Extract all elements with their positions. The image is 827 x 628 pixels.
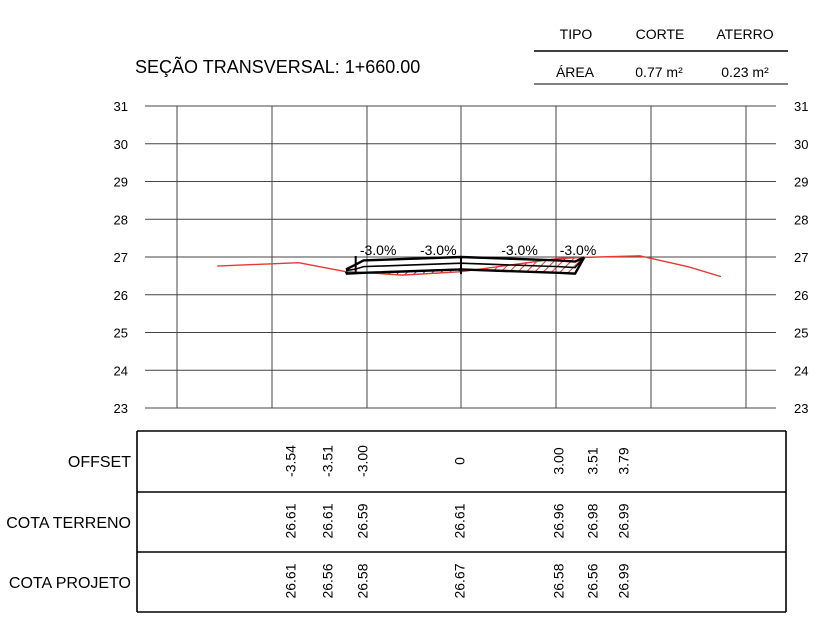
- y-tick-right-24: 24: [794, 363, 808, 378]
- data-table: OFFSET COTA TERRENO COTA PROJETO -3.54 -3…: [6, 430, 787, 613]
- cota-projeto-value-3: 26.67: [452, 563, 468, 598]
- y-ticks-left: 23 24 25 26 27 28 29 30 31: [114, 99, 128, 416]
- cota-projeto-value-1: 26.56: [320, 563, 336, 598]
- offset-row-label: OFFSET: [68, 454, 131, 471]
- y-tick-left-27: 27: [114, 250, 128, 265]
- y-ticks-right: 23 24 25 26 27 28 29 30 31: [794, 99, 808, 416]
- offset-value-1: -3.51: [320, 445, 336, 477]
- slope-label-2: -3.0%: [501, 242, 538, 258]
- summary-header-tipo: TIPO: [560, 26, 593, 42]
- offset-values: -3.54 -3.51 -3.00 0 3.00 3.51 3.79: [283, 445, 632, 477]
- slope-labels: -3.0% -3.0% -3.0% -3.0%: [360, 242, 596, 258]
- offset-value-4: 3.00: [551, 447, 567, 474]
- cota-terreno-value-5: 26.98: [585, 503, 601, 538]
- cota-terreno-value-4: 26.96: [551, 503, 567, 538]
- summary-header-corte: CORTE: [636, 26, 685, 42]
- cota-projeto-value-2: 26.58: [355, 563, 371, 598]
- cota-projeto-value-0: 26.61: [283, 563, 299, 598]
- cota-terreno-value-3: 26.61: [452, 503, 468, 538]
- cota-projeto-value-6: 26.99: [616, 563, 632, 598]
- offset-value-6: 3.79: [616, 447, 632, 474]
- y-tick-right-25: 25: [794, 326, 808, 341]
- cota-projeto-values: 26.61 26.56 26.58 26.67 26.58 26.56 26.99: [283, 563, 632, 598]
- summary-header-aterro: ATERRO: [716, 26, 773, 42]
- y-tick-right-28: 28: [794, 212, 808, 227]
- cota-projeto-row-label: COTA PROJETO: [9, 575, 131, 592]
- section-title: SEÇÃO TRANSVERSAL: 1+660.00: [135, 56, 420, 77]
- design-profile: [344, 255, 586, 275]
- y-tick-right-29: 29: [794, 175, 808, 190]
- cota-terreno-values: 26.61 26.61 26.59 26.61 26.96 26.98 26.99: [283, 503, 632, 538]
- y-tick-left-26: 26: [114, 288, 128, 303]
- terrain-profile: [217, 255, 722, 278]
- y-tick-right-30: 30: [794, 137, 808, 152]
- offset-value-5: 3.51: [585, 447, 601, 474]
- offset-value-3: 0: [452, 457, 468, 465]
- cota-terreno-value-2: 26.59: [355, 503, 371, 538]
- summary-corte-value: 0.77 m²: [635, 64, 683, 80]
- y-tick-right-27: 27: [794, 250, 808, 265]
- slope-label-0: -3.0%: [360, 242, 397, 258]
- summary-table: TIPO CORTE ATERRO ÁREA 0.77 m² 0.23 m²: [534, 26, 788, 85]
- y-tick-left-23: 23: [114, 401, 128, 416]
- y-tick-right-26: 26: [794, 288, 808, 303]
- summary-aterro-value: 0.23 m²: [721, 64, 769, 80]
- slope-label-1: -3.0%: [420, 242, 457, 258]
- offset-value-2: -3.00: [355, 445, 371, 477]
- y-tick-left-28: 28: [114, 212, 128, 227]
- cota-terreno-value-1: 26.61: [320, 503, 336, 538]
- cota-projeto-value-4: 26.58: [551, 563, 567, 598]
- terrain-line: [217, 255, 722, 278]
- offset-value-0: -3.54: [283, 445, 299, 477]
- y-tick-left-30: 30: [114, 137, 128, 152]
- cota-projeto-value-5: 26.56: [585, 563, 601, 598]
- y-tick-left-24: 24: [114, 363, 128, 378]
- slope-label-3: -3.0%: [560, 242, 597, 258]
- y-tick-right-31: 31: [794, 99, 808, 114]
- y-tick-left-25: 25: [114, 326, 128, 341]
- y-tick-left-29: 29: [114, 175, 128, 190]
- summary-area-label: ÁREA: [556, 64, 595, 80]
- y-tick-right-23: 23: [794, 401, 808, 416]
- y-tick-left-31: 31: [114, 99, 128, 114]
- cota-terreno-value-6: 26.99: [616, 503, 632, 538]
- cota-terreno-row-label: COTA TERRENO: [6, 515, 131, 532]
- cota-terreno-value-0: 26.61: [283, 503, 299, 538]
